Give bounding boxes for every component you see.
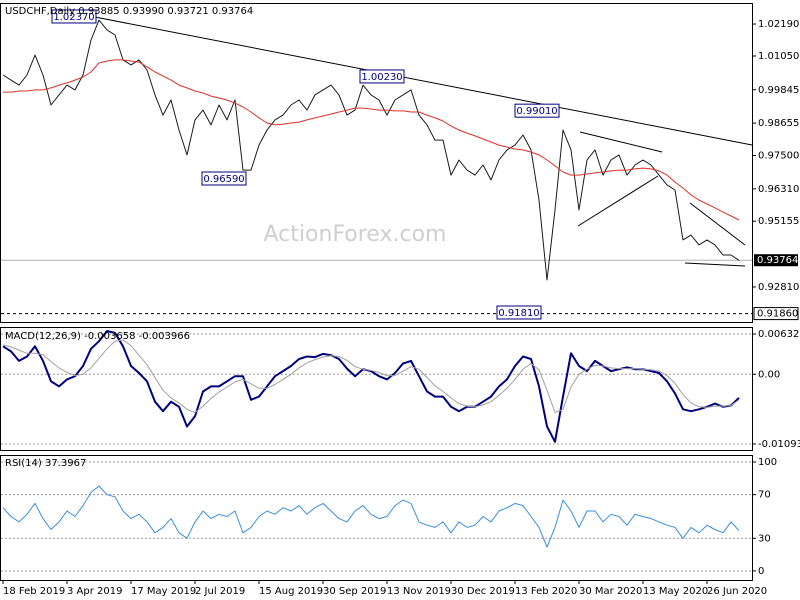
x-tick-label: 13 May 2020 <box>643 586 708 597</box>
series-line <box>2 339 740 413</box>
x-tick-label: 13 Nov 2019 <box>387 586 451 597</box>
support-label: 0.91860 <box>757 309 798 320</box>
price-annotation-box <box>201 171 247 186</box>
price-annotation: 1.00230 <box>361 72 402 83</box>
trend-lines <box>94 16 753 267</box>
y-tick-label: 0.98655 <box>758 118 799 129</box>
pane-title: MACD(12,26,9) -0.003658 -0.003966 <box>5 331 190 342</box>
y-tick-label: 1.01050 <box>758 51 799 62</box>
wedge-top <box>689 202 746 246</box>
wedge-bottom <box>684 262 746 267</box>
watermark: ActionForex.com <box>264 222 447 247</box>
price-pane <box>0 3 753 323</box>
price-annotation: 1.02370 <box>53 12 94 23</box>
y-tick-label: 0.99845 <box>758 85 799 96</box>
pane-title: USDCHF,Daily 0.93885 0.93990 0.93721 0.9… <box>5 6 253 17</box>
price-annotation: 0.91810 <box>498 308 539 319</box>
x-tick-label: 17 May 2019 <box>131 586 196 597</box>
x-tick-label: 18 Feb 2019 <box>3 586 65 597</box>
macd-pane <box>0 327 753 451</box>
price-annotation: 0.99010 <box>516 106 557 117</box>
y-tick-label: 70 <box>758 490 771 501</box>
trend-line <box>94 16 753 146</box>
y-tick-label: 1.02190 <box>758 19 799 30</box>
y-tick-label: 0.006321 <box>758 329 800 340</box>
triangle-bottom <box>577 175 659 227</box>
last-price-label: 0.93764 <box>757 255 798 266</box>
price-annotation-box <box>496 305 542 320</box>
price-annotation-box <box>514 103 560 118</box>
y-tick-label: 0.97500 <box>758 150 799 161</box>
series-line <box>2 485 740 548</box>
x-tick-label: 2 Jul 2019 <box>195 586 245 597</box>
rsi-pane <box>0 455 753 581</box>
y-tick-label: 0.92810 <box>758 282 799 293</box>
x-tick-label: 30 Dec 2019 <box>451 586 515 597</box>
x-tick-label: 30 Mar 2020 <box>579 586 642 597</box>
series-line <box>2 19 740 281</box>
x-tick-label: 3 Apr 2019 <box>67 586 122 597</box>
x-tick-label: 30 Sep 2019 <box>323 586 386 597</box>
y-tick-label: 0 <box>758 566 764 577</box>
price-annotation: 0.96590 <box>203 174 244 185</box>
series-line <box>2 330 740 443</box>
support-box <box>753 307 799 321</box>
x-tick-label: 13 Feb 2020 <box>515 586 577 597</box>
y-tick-label: 0.95155 <box>758 216 799 227</box>
pane-title: RSI(14) 37.3967 <box>5 458 86 469</box>
series-line <box>3 59 740 221</box>
y-tick-label: 30 <box>758 533 771 544</box>
price-annotation-box <box>51 9 97 24</box>
y-tick-label: 100 <box>758 457 777 468</box>
y-tick-label: 0.96310 <box>758 184 799 195</box>
last-price-box <box>754 254 798 267</box>
x-tick-label: 26 Jun 2020 <box>707 586 767 597</box>
y-tick-label: -0.010939 <box>758 439 800 450</box>
triangle-top <box>579 131 663 153</box>
price-annotation-box <box>359 69 405 84</box>
x-tick-label: 15 Aug 2019 <box>259 586 323 597</box>
y-tick-label: 0.00 <box>758 369 780 380</box>
